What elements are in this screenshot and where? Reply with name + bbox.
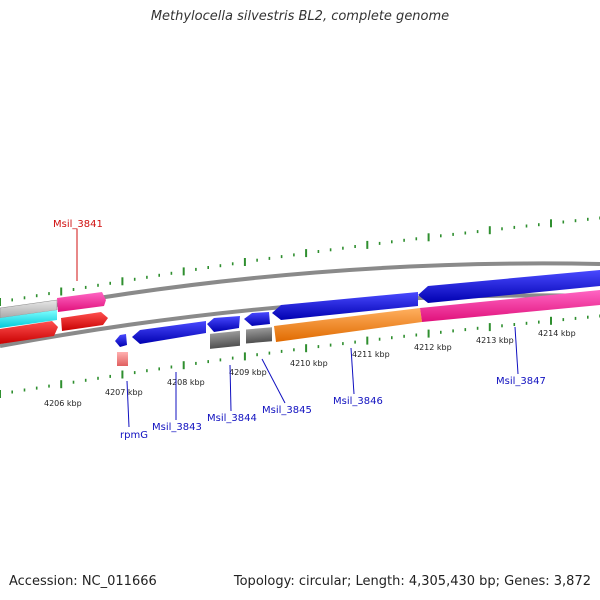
feature-magenta-right [420, 290, 600, 322]
feature-gray-3844 [210, 330, 240, 349]
gene-label-Msil-3841[interactable]: Msil_3841 [53, 219, 103, 230]
inner-ruler-ticks [0, 314, 600, 398]
scale-label: 4210 kbp [290, 359, 328, 368]
gene-Msil-3843[interactable] [132, 321, 206, 344]
feature-cyan [0, 310, 57, 328]
gene-label-Msil-3844[interactable]: Msil_3844 [207, 413, 257, 424]
accession-info: Accession: NC_011666 [9, 574, 157, 589]
genes-value: 3,872 [553, 574, 591, 589]
gene-labels: Msil_3841 rpmG Msil_3843 Msil_3844 Msil_… [53, 219, 546, 441]
accession-value: NC_011666 [81, 574, 157, 589]
gene-Msil-3846[interactable] [272, 292, 418, 320]
scale-label: 4206 kbp [44, 399, 82, 408]
genome-stats: Topology: circular; Length: 4,305,430 bp… [234, 574, 591, 589]
scale-label: 4211 kbp [352, 350, 390, 359]
genes-label: ; Genes: [495, 574, 554, 589]
outer-ruler-ticks [0, 216, 600, 306]
gene-rpmG-arrow[interactable] [115, 334, 127, 347]
length-value: 4,305,430 bp [408, 574, 496, 589]
gene-label-rpmG[interactable]: rpmG [120, 430, 148, 441]
gene-red-left-2[interactable] [61, 312, 108, 331]
topology-label: Topology: [233, 574, 299, 589]
feature-orange [274, 308, 422, 342]
gene-label-Msil-3843[interactable]: Msil_3843 [152, 422, 202, 433]
gene-Msil-3844[interactable] [207, 316, 240, 332]
gene-red-left-1[interactable] [0, 321, 58, 344]
length-label: ; Length: [346, 574, 409, 589]
feature-gray-3845 [246, 327, 272, 344]
scale-label: 4209 kbp [229, 368, 267, 377]
scale-label: 4213 kbp [476, 336, 514, 345]
trna-feature[interactable] [117, 352, 128, 366]
gene-label-Msil-3847[interactable]: Msil_3847 [496, 376, 546, 387]
gene-label-Msil-3845[interactable]: Msil_3845 [262, 405, 312, 416]
map-title: Methylocella silvestris BL2, complete ge… [150, 9, 450, 24]
scale-label: 4212 kbp [414, 343, 452, 352]
scale-label: 4207 kbp [105, 388, 143, 397]
label-leaders [76, 229, 519, 428]
scale-labels: 4206 kbp 4207 kbp 4208 kbp 4209 kbp 4210… [44, 329, 576, 408]
gene-Msil-3845[interactable] [244, 312, 270, 326]
feature-magenta-left[interactable] [57, 292, 106, 312]
topology-value: circular [298, 574, 347, 589]
scale-label: 4214 kbp [538, 329, 576, 338]
scale-label: 4208 kbp [167, 378, 205, 387]
gene-Msil-3847[interactable] [418, 270, 600, 303]
gene-label-Msil-3846[interactable]: Msil_3846 [333, 396, 383, 407]
accession-label: Accession: [9, 574, 82, 589]
